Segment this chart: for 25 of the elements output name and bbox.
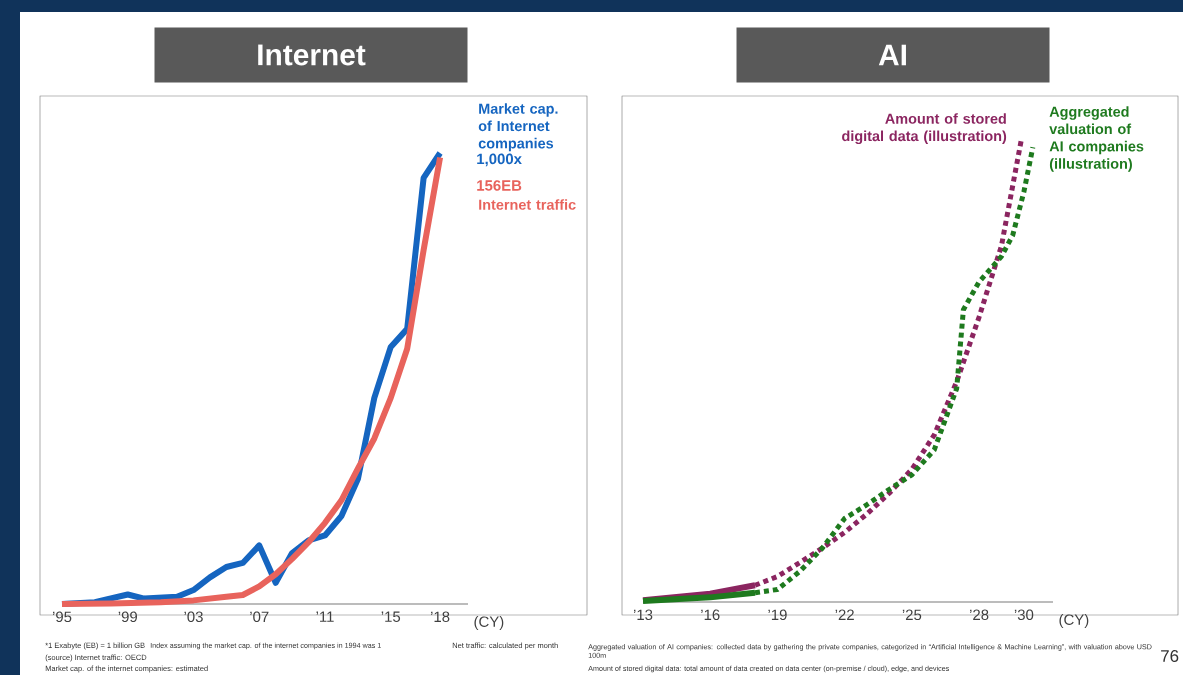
chart-title: Internet bbox=[258, 44, 366, 66]
text: Market cap. of Internet companies bbox=[478, 103, 558, 152]
x-tick-label: ’25 bbox=[902, 609, 922, 621]
x-tick-label: ’03 bbox=[184, 611, 203, 623]
x-tick-label: ’07 bbox=[250, 611, 269, 623]
x-tick-label: ’22 bbox=[835, 609, 854, 620]
x-tick-label: ’15 bbox=[381, 611, 401, 622]
x-tick-label: ’13 bbox=[633, 609, 653, 621]
x-tick-label: ’95 bbox=[52, 611, 72, 623]
x-axis-title: (CY) bbox=[474, 616, 504, 630]
x-tick-label: ’28 bbox=[970, 609, 989, 621]
x-tick-label: ’30 bbox=[1014, 609, 1034, 621]
text: 76 bbox=[1161, 650, 1179, 662]
text: Internet traffic bbox=[479, 199, 576, 210]
annotation: 1,000x bbox=[477, 153, 522, 167]
chart-title: AI bbox=[878, 44, 906, 66]
x-tick-label: ’18 bbox=[431, 611, 450, 623]
x-tick-label: ’16 bbox=[701, 609, 720, 621]
x-tick-label: ’99 bbox=[118, 611, 137, 623]
x-tick-label: ’11 bbox=[316, 611, 334, 622]
x-axis-title: (CY) bbox=[1059, 614, 1089, 628]
annotation: 156EB bbox=[477, 180, 522, 191]
series-label: Aggregated valuation of AI companies (illustration) bbox=[1049, 106, 1144, 172]
series-label: Amount of stored digital data (illustration) bbox=[842, 113, 1007, 145]
x-tick-label: ’19 bbox=[768, 609, 787, 621]
